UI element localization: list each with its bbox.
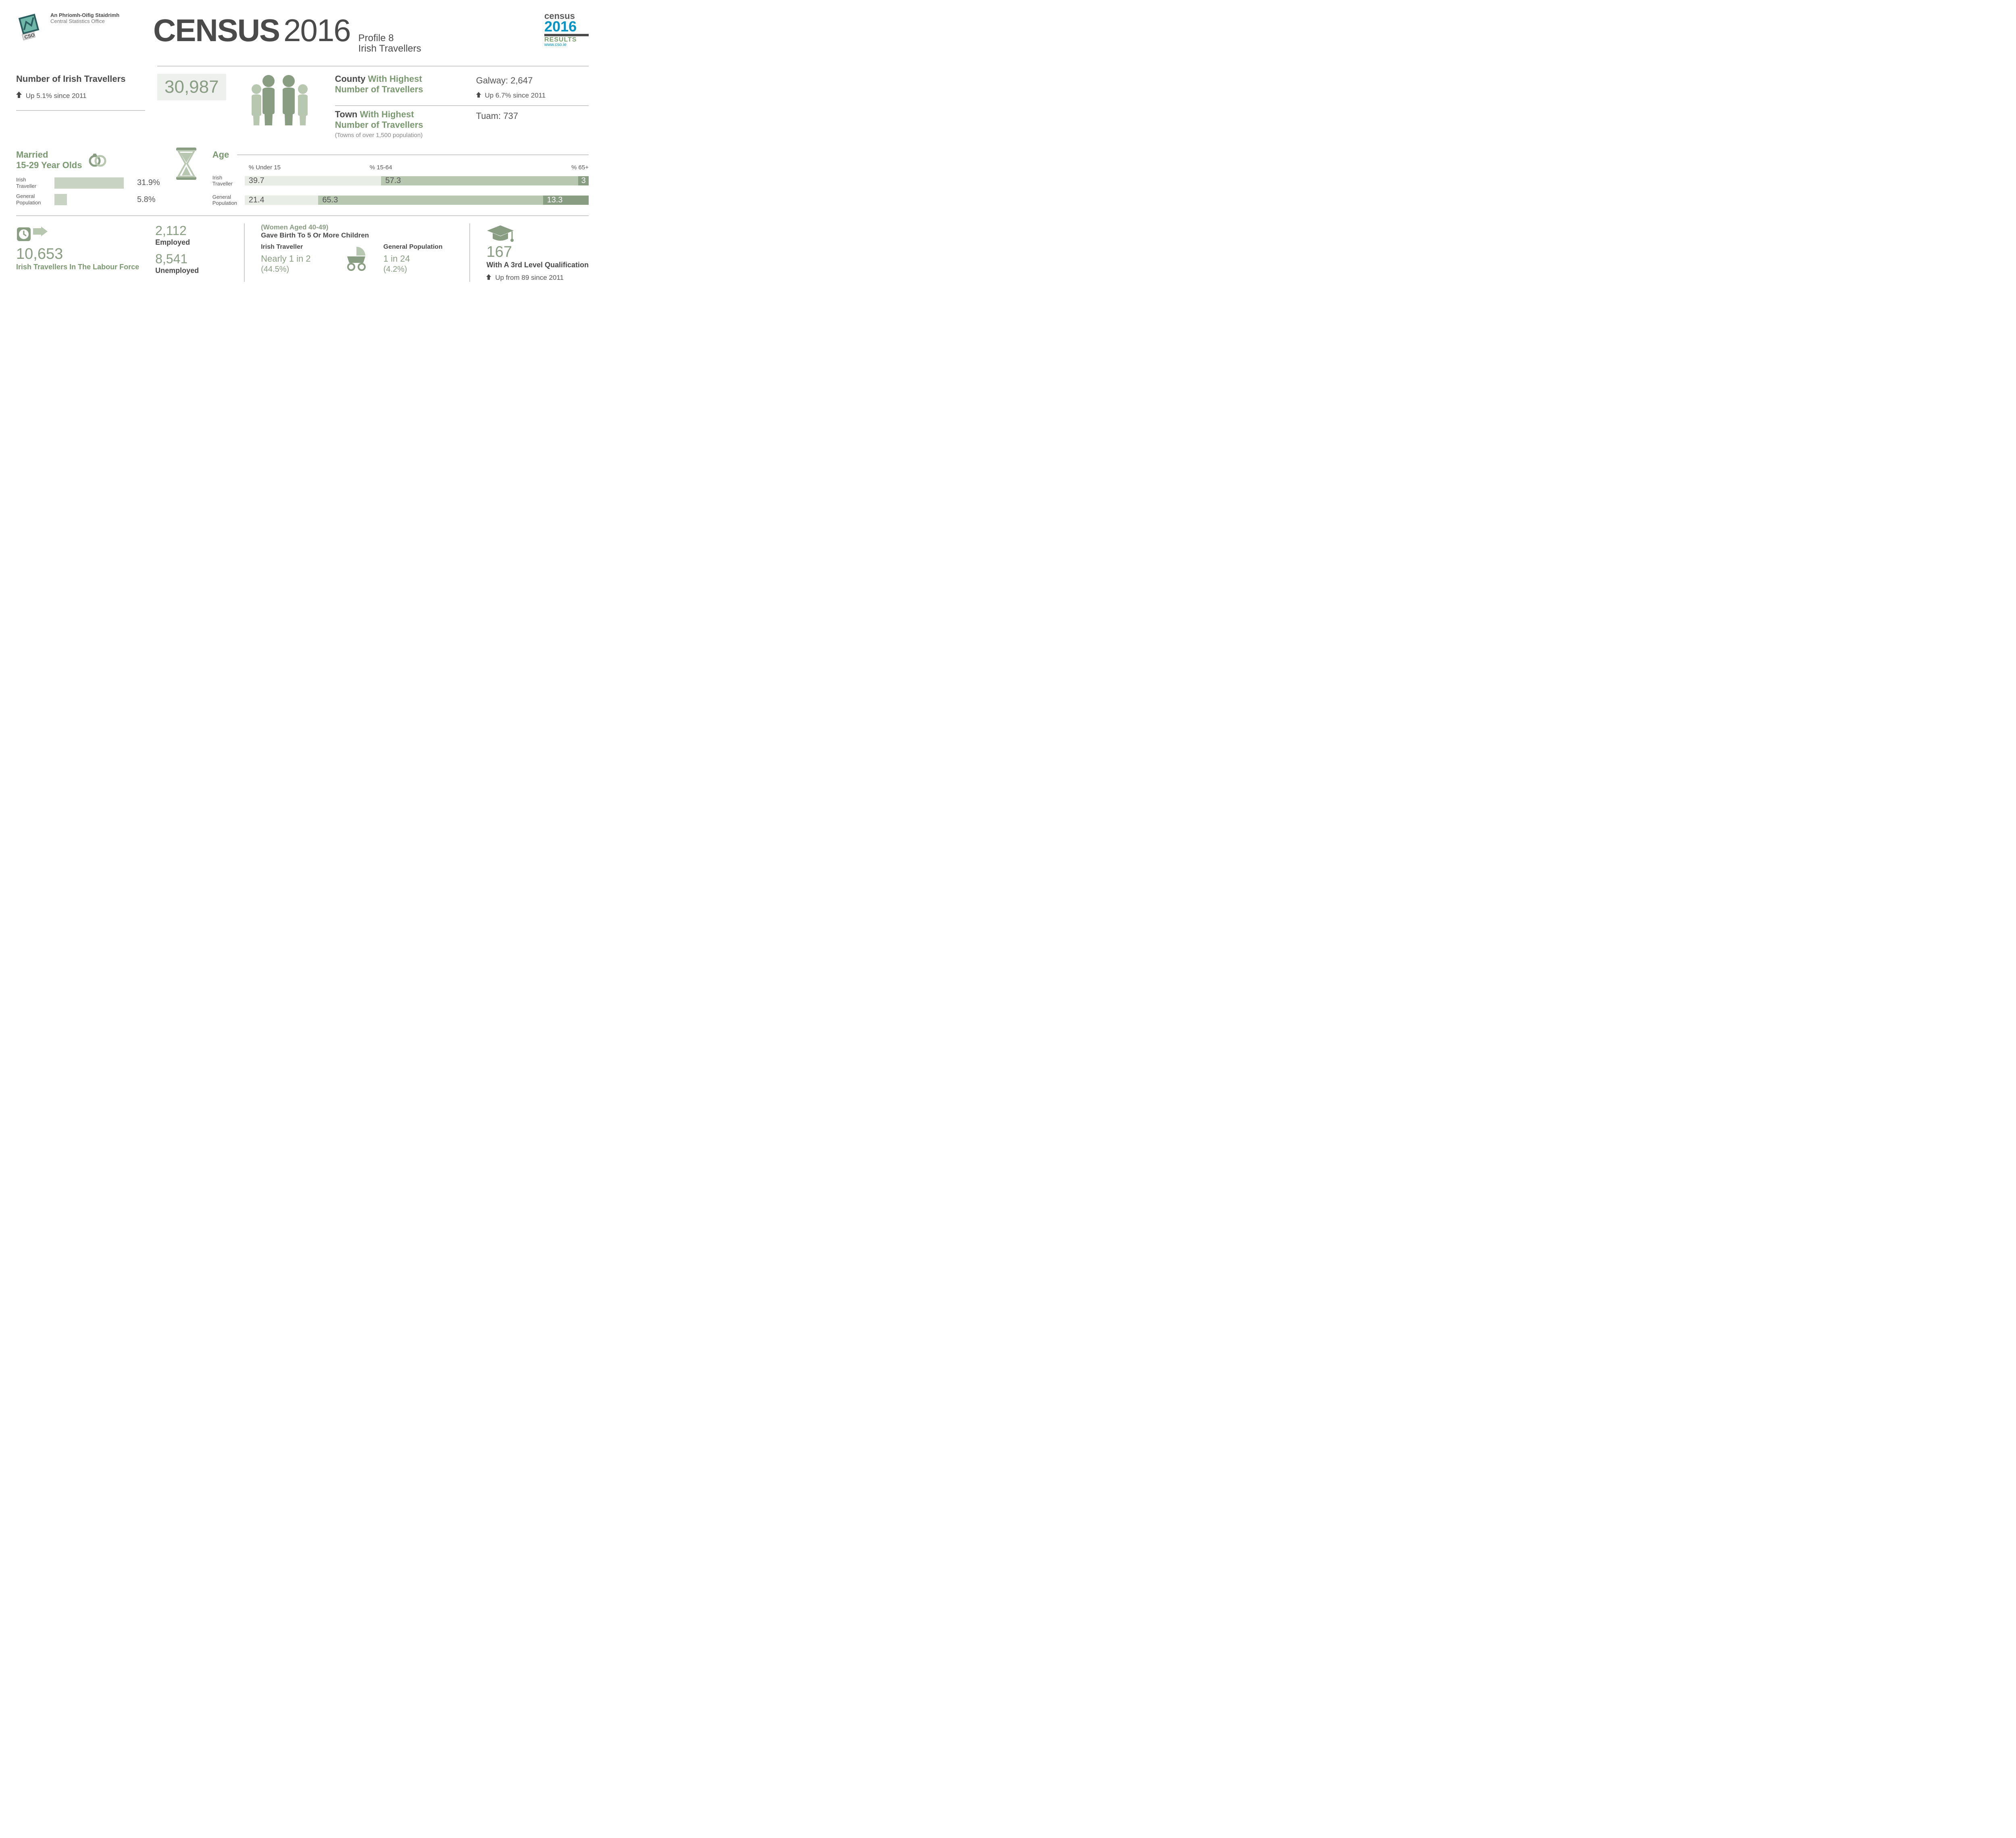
labour-icon xyxy=(16,223,139,246)
age-segment: 39.7 xyxy=(245,176,381,185)
qual-text: With A 3rd Level Qualification xyxy=(486,261,589,270)
profile-line1: Profile 8 xyxy=(358,33,421,44)
age-segment: 13.3 xyxy=(543,196,589,205)
age-stacked-row: IrishTraveller39.757.33 xyxy=(212,173,589,188)
census-results-badge: census 2016 RESULTS www.cso.ie xyxy=(544,12,589,47)
employment-block: 2,112 Employed 8,541 Unemployed xyxy=(155,223,228,280)
cso-logo-icon: CSO xyxy=(16,12,44,40)
org-name-irish: An Phríomh-Oifig Staidrimh xyxy=(50,12,119,18)
birth-col-general: General Population 1 in 24 (4.2%) xyxy=(383,244,454,274)
unemployed-label: Unemployed xyxy=(155,266,228,275)
age-header-label: % 65+ xyxy=(556,164,589,171)
married-bar-row: IrishTraveller31.9% xyxy=(16,177,160,189)
profile-line2: Irish Travellers xyxy=(358,44,421,54)
town-stat: Town With HighestNumber of Travellers (T… xyxy=(335,109,589,139)
travellers-label: Number of Irish Travellers xyxy=(16,74,145,84)
labour-num: 10,653 xyxy=(16,246,139,263)
employed-num: 2,112 xyxy=(155,223,228,238)
travellers-value: 30,987 xyxy=(157,74,226,100)
travellers-meta: Up 5.1% since 2011 xyxy=(26,92,87,100)
birth-block: (Women Aged 40-49) Gave Birth To 5 Or Mo… xyxy=(261,223,453,274)
rings-icon xyxy=(88,150,106,168)
age-segment: 65.3 xyxy=(318,196,543,205)
married-bar-row: GeneralPopulation5.8% xyxy=(16,193,160,206)
qual-num: 167 xyxy=(486,244,589,261)
county-value: Galway: 2,647 xyxy=(476,74,546,87)
header: CSO An Phríomh-Oifig Staidrimh Central S… xyxy=(16,12,589,54)
labour-block: 10,653 Irish Travellers In The Labour Fo… xyxy=(16,223,139,272)
org-name-english: Central Statistics Office xyxy=(50,18,119,24)
labour-text: Irish Travellers In The Labour Force xyxy=(16,263,139,272)
title-year: 2016 xyxy=(283,12,350,49)
age-stacked-row: GeneralPopulation21.465.313.3 xyxy=(212,193,589,207)
age-segment: 3 xyxy=(578,176,589,185)
age-segment: 21.4 xyxy=(245,196,319,205)
employed-label: Employed xyxy=(155,238,228,247)
up-arrow-icon xyxy=(476,92,481,98)
up-arrow-icon xyxy=(16,92,22,98)
main-title: CENSUS 2016 Profile 8 Irish Travellers xyxy=(153,12,528,54)
age-header-label: % Under 15 xyxy=(249,164,370,171)
age-block: Age % Under 15% 15-64% 65+ IrishTravelle… xyxy=(212,150,589,212)
cso-logo-block: CSO An Phríomh-Oifig Staidrimh Central S… xyxy=(16,12,137,40)
hourglass-icon xyxy=(172,146,200,212)
married-block: Married 15-29 Year Olds IrishTraveller31… xyxy=(16,150,160,212)
age-segment: 57.3 xyxy=(381,176,578,185)
qualification-block: 167 With A 3rd Level Qualification Up fr… xyxy=(486,223,589,282)
up-arrow-icon xyxy=(486,274,491,280)
county-stat: County With HighestNumber of Travellers … xyxy=(335,74,589,101)
unemployed-num: 8,541 xyxy=(155,252,228,266)
age-header-label: % 15-64 xyxy=(370,164,556,171)
pram-icon xyxy=(343,244,371,272)
travellers-count-block: Number of Irish Travellers Up 5.1% since… xyxy=(16,74,145,114)
town-value: Tuam: 737 xyxy=(476,109,518,123)
people-icon xyxy=(246,74,315,126)
title-census: CENSUS xyxy=(153,12,279,49)
birth-col-traveller: Irish Traveller Nearly 1 in 2 (44.5%) xyxy=(261,244,331,274)
mortarboard-icon xyxy=(486,223,589,244)
